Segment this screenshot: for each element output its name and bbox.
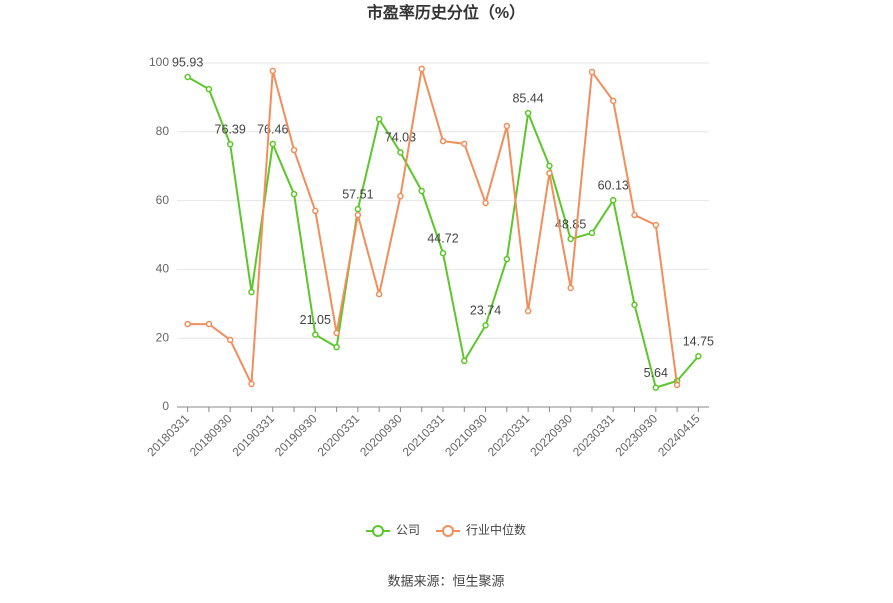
- x-tick-label: 20190331: [229, 411, 277, 459]
- data-point: [524, 109, 532, 117]
- data-point: [397, 192, 404, 200]
- data-label: 23.74: [470, 304, 501, 318]
- series-line: [187, 68, 679, 388]
- data-label: 14.75: [683, 335, 714, 349]
- legend-item[interactable]: 公司: [366, 523, 420, 537]
- data-point: [354, 205, 362, 213]
- legend-marker: [442, 525, 455, 537]
- data-point: [652, 384, 660, 391]
- data-point: [184, 73, 191, 81]
- data-point: [439, 249, 447, 257]
- legend-label: 公司: [396, 523, 420, 537]
- data-point: [333, 343, 340, 351]
- data-point: [695, 353, 702, 360]
- y-tick-label: 80: [156, 124, 170, 138]
- source: 数据来源：恒生聚源: [387, 573, 504, 588]
- data-point: [461, 140, 468, 148]
- x-tick-label: 20210331: [400, 411, 448, 459]
- data-label: 44.72: [427, 231, 458, 245]
- data-point: [461, 357, 468, 365]
- x-tick-label: 20200930: [357, 411, 405, 459]
- x-tick-label: 20220930: [527, 411, 575, 459]
- x-tick-label: 20180331: [144, 411, 192, 459]
- data-point: [375, 290, 383, 298]
- data-point: [609, 196, 617, 204]
- data-point: [205, 320, 213, 328]
- data-point: [312, 331, 319, 338]
- data-point: [418, 65, 425, 73]
- chart-title: 市盈率历史分位（%）: [367, 3, 525, 22]
- data-point: [248, 288, 255, 296]
- data-point: [226, 336, 234, 344]
- data-point: [588, 229, 596, 237]
- data-label: 21.05: [300, 313, 331, 327]
- data-label: 60.13: [598, 178, 629, 192]
- y-tick-label: 100: [149, 55, 169, 69]
- data-point: [397, 149, 404, 156]
- data-point: [354, 211, 362, 219]
- legend-item[interactable]: 行业中位数: [436, 522, 526, 537]
- data-point: [439, 137, 447, 145]
- data-point: [312, 207, 319, 215]
- data-point: [567, 235, 574, 243]
- data-point: [248, 380, 255, 388]
- data-point: [546, 162, 553, 170]
- legend-label: 行业中位数: [466, 522, 526, 537]
- data-label: 48.85: [555, 217, 586, 231]
- data-point: [588, 68, 596, 76]
- y-tick-label: 60: [156, 193, 170, 207]
- y-tick-label: 40: [156, 262, 170, 276]
- data-point: [375, 115, 383, 123]
- data-point: [418, 187, 425, 195]
- data-point: [226, 140, 234, 148]
- data-point: [631, 301, 638, 309]
- data-point: [673, 381, 681, 389]
- data-point: [333, 329, 340, 337]
- data-point: [503, 255, 511, 263]
- x-tick-label: 20210930: [442, 411, 490, 459]
- data-label: 95.93: [172, 55, 203, 69]
- data-point: [567, 284, 574, 292]
- data-point: [269, 67, 277, 75]
- x-tick-label: 20180930: [187, 411, 235, 459]
- data-point: [631, 211, 638, 219]
- data-point: [482, 322, 489, 329]
- data-point: [269, 140, 277, 148]
- data-point: [184, 320, 191, 328]
- data-label: 76.39: [215, 123, 246, 137]
- x-tick-label: 20220331: [485, 411, 533, 459]
- data-point: [609, 97, 617, 105]
- data-label: 74.03: [385, 131, 416, 145]
- data-point: [290, 146, 298, 154]
- data-point: [652, 221, 660, 229]
- data-point: [205, 85, 213, 93]
- data-label: 5.64: [644, 366, 668, 380]
- data-point: [482, 199, 489, 207]
- x-tick-label: 20190930: [272, 411, 320, 459]
- x-tick-label: 20200331: [315, 411, 363, 459]
- data-label: 76.46: [257, 122, 288, 136]
- data-point: [546, 169, 553, 177]
- data-label: 57.51: [342, 187, 373, 201]
- data-point: [524, 307, 532, 315]
- data-point: [503, 122, 511, 130]
- legend-marker: [372, 525, 384, 537]
- x-tick-label: 20230331: [570, 411, 618, 459]
- x-tick-label: 20240415: [655, 411, 703, 459]
- y-tick-label: 0: [162, 399, 169, 413]
- x-tick-label: 20230930: [613, 411, 661, 459]
- data-label: 85.44: [512, 91, 543, 105]
- y-tick-label: 20: [156, 330, 170, 344]
- data-point: [290, 190, 298, 198]
